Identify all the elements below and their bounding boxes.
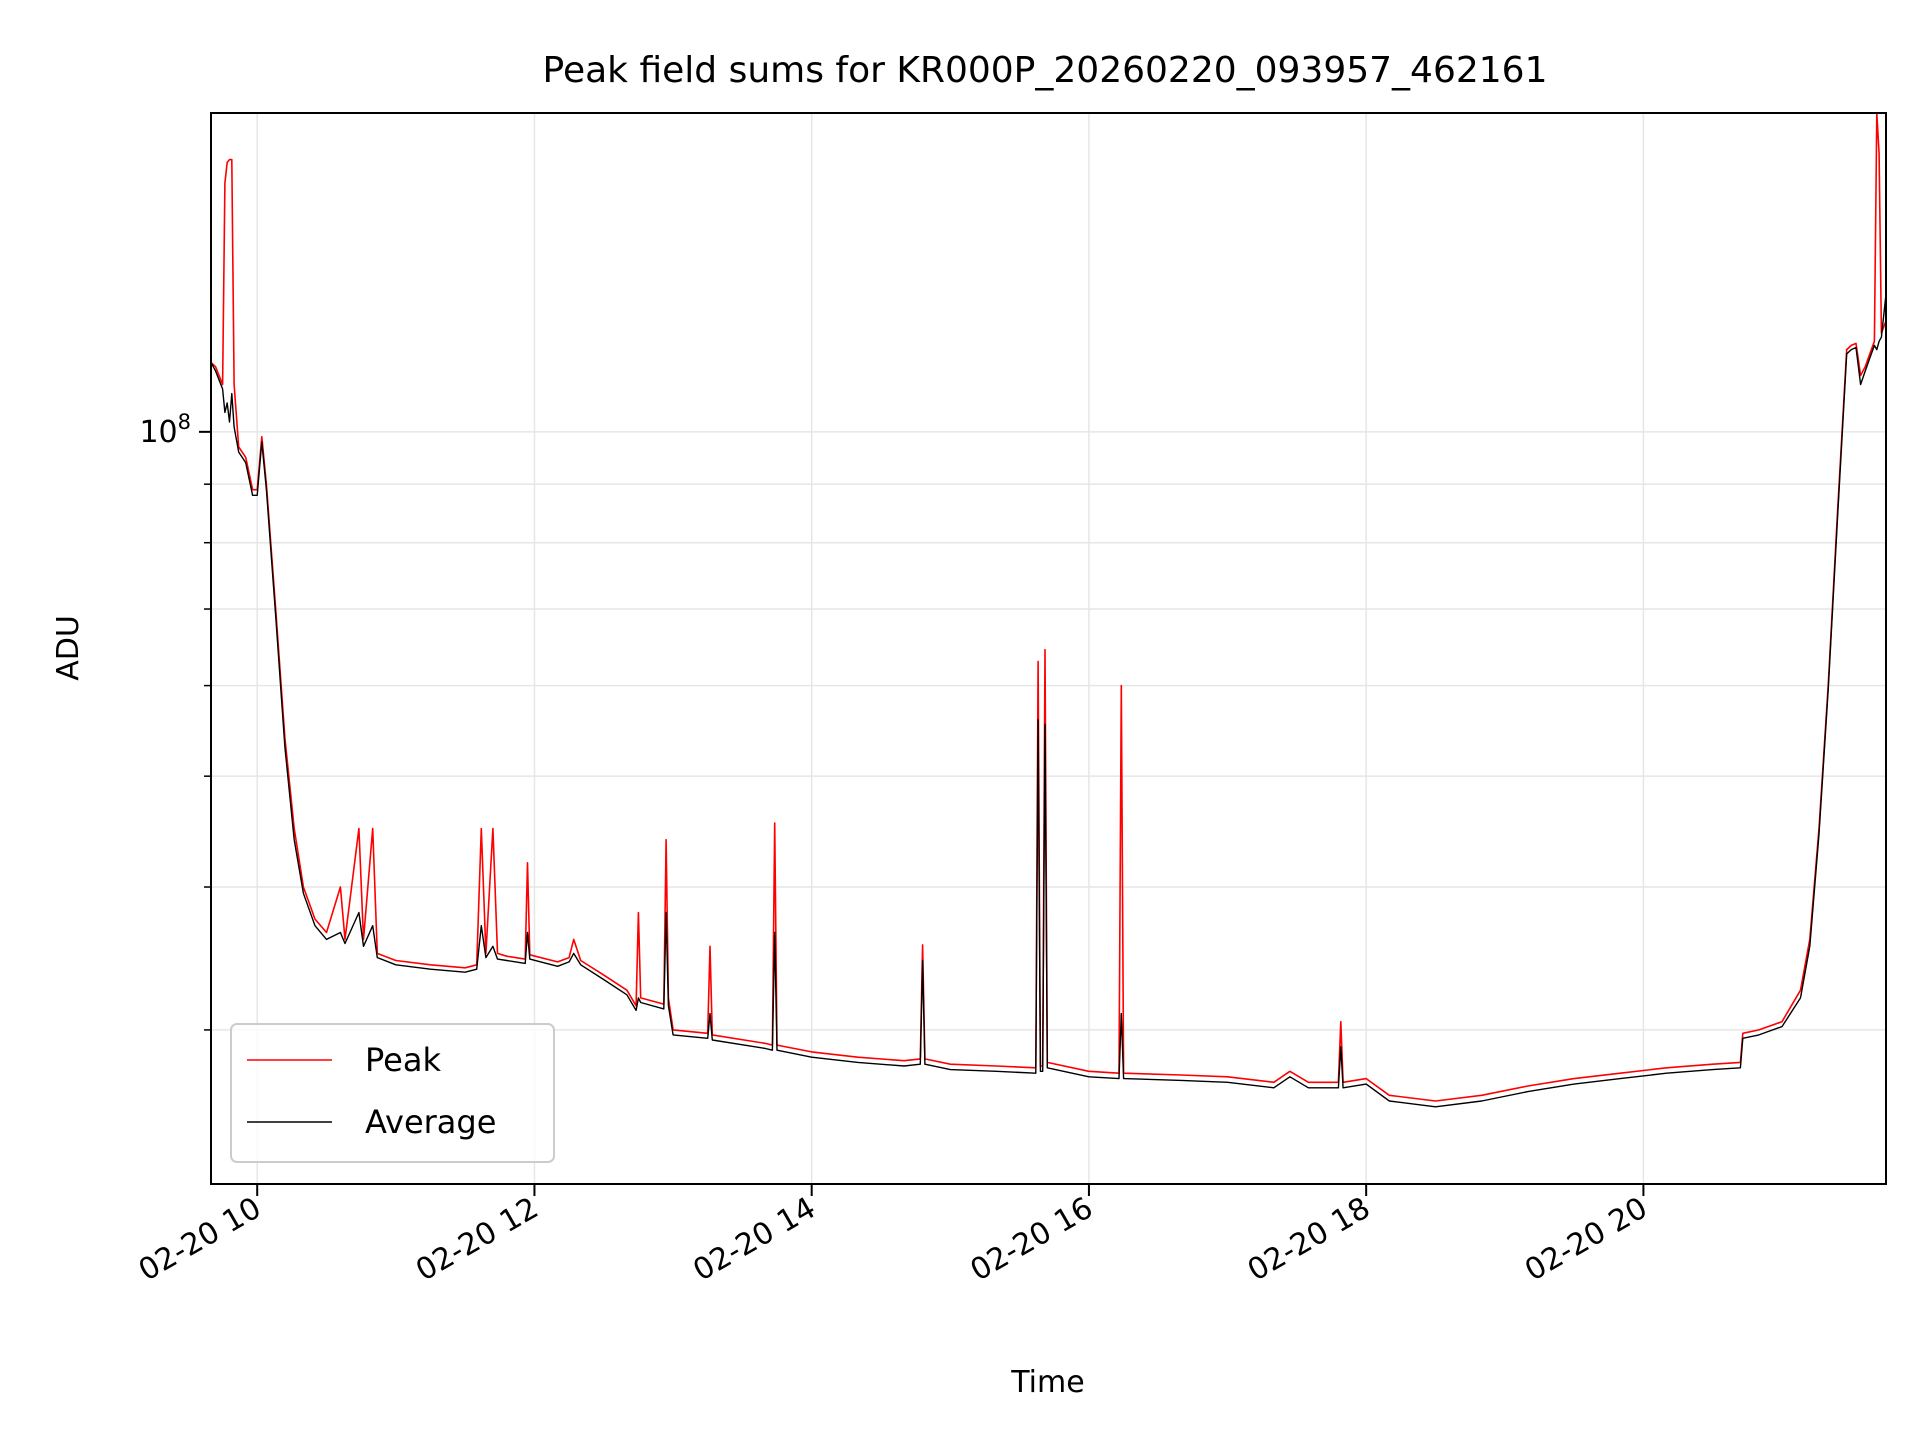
y-tick-label: 108 (139, 410, 191, 450)
series-group (210, 112, 1887, 1108)
legend-box (230, 1023, 555, 1163)
y-axis-label: ADU (51, 615, 86, 681)
legend: Peak Average (230, 1023, 555, 1163)
x-axis-label: Time (1010, 1365, 1084, 1400)
y-axis: 108 (139, 410, 211, 1031)
chart-title: Peak field sums for KR000P_20260220_0939… (543, 50, 1548, 91)
legend-label-average: Average (365, 1103, 496, 1141)
series-line-average (210, 293, 1887, 1108)
plot-frame (210, 112, 1887, 1185)
legend-label-peak: Peak (365, 1041, 441, 1079)
y-tick-label-base: 10 (139, 415, 177, 450)
y-tick-label-exponent: 8 (178, 410, 191, 434)
